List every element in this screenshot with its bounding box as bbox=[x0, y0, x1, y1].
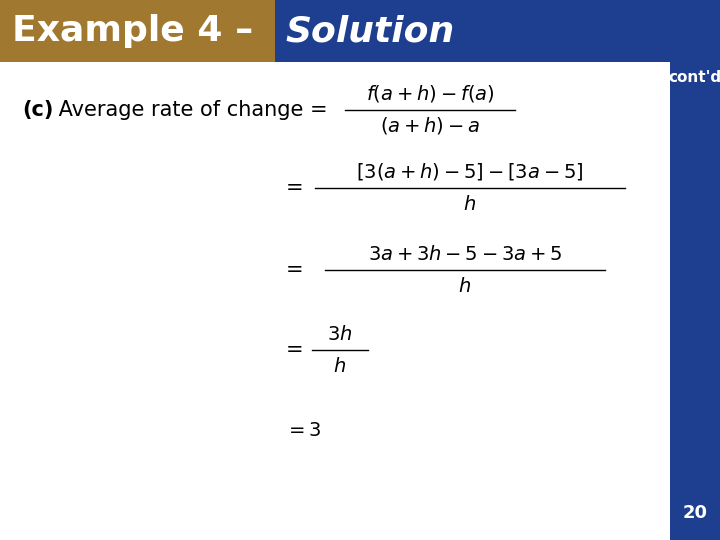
Text: $= 3$: $= 3$ bbox=[285, 421, 322, 440]
Text: Example 4 –: Example 4 – bbox=[12, 14, 266, 48]
Text: $3a + 3h - 5 - 3a + 5$: $3a + 3h - 5 - 3a + 5$ bbox=[368, 245, 562, 264]
Text: =: = bbox=[286, 178, 304, 198]
Text: cont'd: cont'd bbox=[668, 70, 720, 85]
Text: =: = bbox=[286, 340, 304, 360]
Text: =: = bbox=[286, 260, 304, 280]
Text: $[3(a + h) - 5] - [3a - 5]$: $[3(a + h) - 5] - [3a - 5]$ bbox=[356, 161, 584, 183]
Text: $f(a + h) - f(a)$: $f(a + h) - f(a)$ bbox=[366, 84, 495, 105]
Text: $h$: $h$ bbox=[459, 276, 472, 295]
Text: $3h$: $3h$ bbox=[328, 325, 353, 343]
Bar bbox=[0, 0, 275, 62]
Text: Average rate of change =: Average rate of change = bbox=[52, 100, 328, 120]
Text: (c): (c) bbox=[22, 100, 53, 120]
Bar bbox=[670, 62, 720, 540]
Text: $h$: $h$ bbox=[464, 194, 477, 213]
Text: $(a + h) - a$: $(a + h) - a$ bbox=[380, 116, 480, 137]
Text: Solution: Solution bbox=[285, 14, 454, 48]
Text: 20: 20 bbox=[683, 504, 708, 522]
Text: $h$: $h$ bbox=[333, 356, 346, 375]
Bar bbox=[275, 0, 720, 62]
